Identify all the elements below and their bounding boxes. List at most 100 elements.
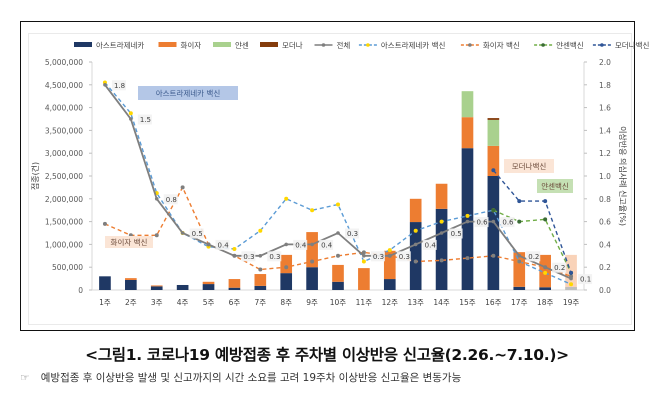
bar-partial-week-base (565, 287, 577, 290)
bar-얀센 (487, 119, 500, 146)
data-label-total: 1.5 (140, 116, 151, 124)
data-label-bg (422, 239, 437, 250)
marker-모더나백신 (517, 199, 522, 204)
bar-화이자 (358, 268, 370, 290)
legend-label: 얀센 (235, 40, 249, 50)
legend-swatch-아스트라제네카 (74, 42, 92, 47)
bar-아스트라제네카 (383, 279, 396, 290)
marker-모더나백신 (491, 168, 496, 173)
data-label-total: 0.4 (321, 241, 333, 249)
x-tick-label: 11주 (356, 298, 373, 307)
marker-전체 (284, 242, 289, 247)
legend-marker (600, 43, 604, 47)
right-tick-label: 1.2 (599, 149, 611, 158)
bar-화이자 (487, 145, 500, 176)
data-label-total: 0.8 (166, 196, 177, 204)
marker-아스트라제네카 백신 (465, 213, 470, 218)
left-tick-label: 2,000,000 (45, 195, 83, 204)
annotation-label: 화이자 백신 (111, 237, 148, 247)
data-label-bg (448, 228, 463, 239)
bar-아스트라제네카 (176, 284, 189, 290)
bar-화이자 (280, 254, 293, 274)
annotation-box (105, 236, 153, 248)
data-label-total: 0.5 (192, 230, 203, 238)
bar-화이자 (202, 281, 215, 285)
marker-화이자 백신 (102, 221, 107, 226)
bar-화이자 (125, 278, 137, 280)
marker-전체 (336, 231, 340, 235)
legend-label: 아스트라제네카 (96, 40, 144, 50)
marker-전체 (154, 197, 159, 201)
marker-전체 (129, 117, 133, 121)
chart-area-border (28, 33, 632, 325)
legend-label: 모더나 (282, 41, 303, 50)
bar-아스트라제네카 (539, 287, 551, 290)
marker-아스트라제네카 백신 (439, 219, 444, 224)
marker-전체 (258, 254, 263, 258)
data-label-total: 0.1 (580, 276, 591, 284)
footnote: ☞ 예방접종 후 이상반응 발생 및 신고까지의 시간 소요를 고려 19주차 … (20, 370, 461, 385)
data-label-bg (111, 80, 126, 91)
right-tick-label: 0.0 (599, 286, 611, 295)
data-label-bg (163, 194, 178, 205)
marker-전체 (206, 242, 211, 247)
marker-전체 (413, 242, 418, 247)
marker-화이자 백신 (517, 259, 522, 264)
data-label-total: 0.3 (269, 253, 280, 261)
x-tick-label: 3주 (151, 298, 163, 307)
right-axis-title: 이상반응 의심사례 신고율(%) (618, 126, 628, 226)
x-tick-label: 18주 (537, 298, 554, 307)
legend-marker (321, 43, 326, 47)
legend-swatch-화이자 (158, 42, 177, 47)
marker-아스트라제네카 백신 (336, 202, 340, 207)
bar-아스트라제네카 (487, 176, 500, 290)
x-tick-label: 1주 (99, 298, 111, 307)
legend-label: 모더나백신 (615, 40, 650, 50)
x-tick-label: 14주 (433, 298, 450, 307)
marker-아스트라제네카 백신 (258, 228, 263, 233)
footnote-text: 예방접종 후 이상반응 발생 및 신고까지의 시간 소요를 고려 19주차 이상… (40, 372, 462, 384)
bar-아스트라제네카 (332, 281, 344, 290)
annotation-box (504, 159, 554, 173)
left-tick-label: 4,500,000 (45, 81, 83, 90)
data-label-total: 0.3 (399, 253, 410, 261)
marker-전체 (517, 254, 522, 258)
left-tick-label: 5,000,000 (45, 58, 83, 67)
data-label-total: 0.2 (554, 264, 565, 272)
marker-얀센백신 (543, 217, 548, 222)
right-tick-label: 1.4 (599, 126, 611, 135)
figure-caption: <그림1. 코로나19 예방접종 후 주차별 이상반응 신고율(2.26.~7.… (85, 346, 569, 364)
data-label-total: 0.2 (528, 253, 539, 261)
x-tick-label: 15주 (459, 298, 476, 307)
x-tick-label: 10주 (330, 298, 347, 307)
x-tick-label: 6주 (229, 298, 241, 307)
bar-아스트라제네카 (99, 276, 111, 290)
bar-얀센 (461, 91, 474, 118)
legend-marker (468, 43, 472, 47)
annotation-box (138, 86, 238, 100)
left-tick-label: 500,000 (52, 263, 83, 272)
left-tick-label: 1,500,000 (45, 218, 83, 227)
marker-화이자 백신 (258, 267, 263, 272)
marker-전체 (439, 231, 444, 235)
data-label-bg (293, 239, 308, 250)
marker-아스트라제네카 백신 (310, 208, 315, 213)
x-tick-label: 8주 (280, 298, 292, 307)
marker-전체 (465, 219, 470, 224)
annotation-label: 아스트라제네카 백신 (156, 88, 221, 98)
bar-화이자 (150, 285, 163, 287)
bar-아스트라제네카 (254, 285, 267, 290)
x-tick-label: 2주 (125, 298, 137, 307)
legend-label: 전체 (337, 40, 351, 50)
x-tick-label: 7주 (254, 298, 266, 307)
data-label-total: 0.3 (373, 253, 384, 261)
marker-화이자 백신 (310, 259, 315, 264)
right-tick-label: 0.6 (599, 218, 611, 227)
data-label-bg (267, 251, 282, 262)
left-tick-label: 3,000,000 (45, 149, 83, 158)
marker-아스트라제네카 백신 (128, 111, 133, 116)
data-label-bg (526, 251, 541, 262)
marker-아스트라제네카 백신 (232, 246, 237, 251)
left-tick-label: 3,500,000 (45, 126, 83, 135)
marker-전체 (569, 276, 573, 281)
